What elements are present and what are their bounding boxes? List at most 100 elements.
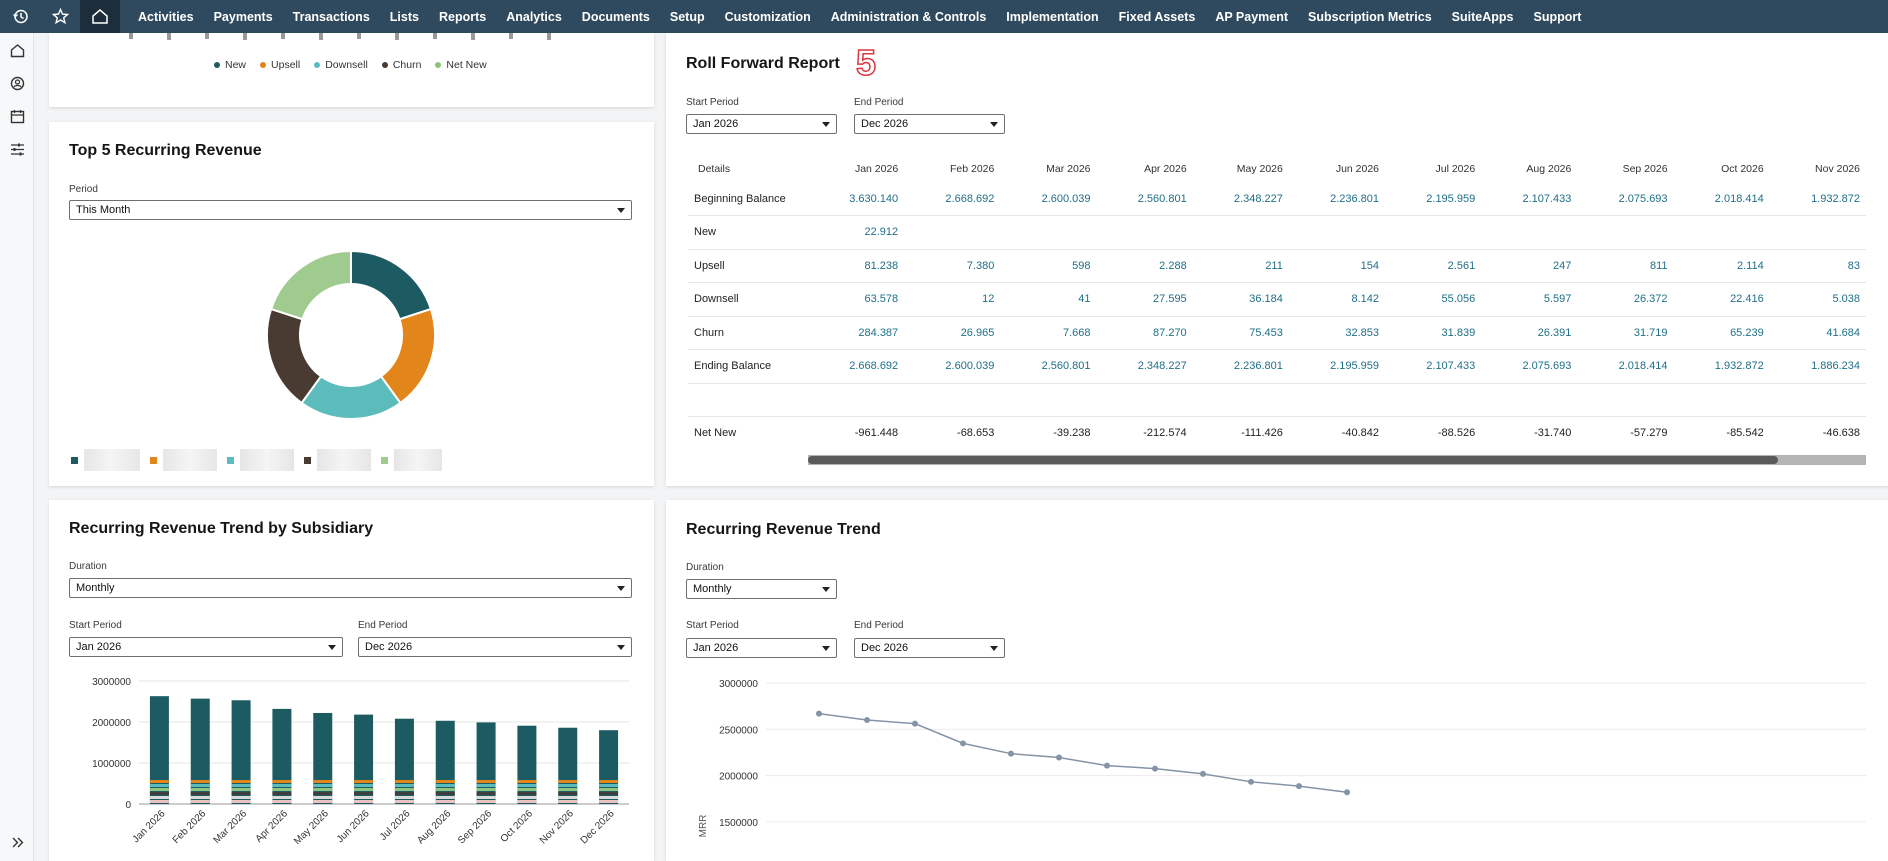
donut-slice[interactable] <box>350 249 433 321</box>
data-point[interactable] <box>1200 770 1206 777</box>
duration-select[interactable]: Monthly <box>686 579 837 599</box>
bar[interactable] <box>149 696 169 804</box>
table-cell[interactable]: 7.668 <box>1000 316 1097 350</box>
table-cell[interactable]: 2.600.039 <box>1000 182 1097 216</box>
table-cell[interactable]: 2.114 <box>1673 249 1770 283</box>
nav-item-administration-controls[interactable]: Administration & Controls <box>830 9 987 24</box>
nav-item-documents[interactable]: Documents <box>581 9 650 24</box>
table-cell[interactable]: 32.853 <box>1288 316 1386 350</box>
table-cell[interactable]: 2.348.227 <box>1192 182 1289 216</box>
horizontal-scrollbar[interactable] <box>808 455 1866 465</box>
table-cell[interactable]: 2.560.801 <box>1096 182 1193 216</box>
table-cell[interactable]: 5.038 <box>1769 282 1866 317</box>
donut-slice[interactable] <box>269 249 352 321</box>
table-cell[interactable]: 1.932.872 <box>1769 182 1866 216</box>
table-cell[interactable]: 41.684 <box>1769 316 1866 350</box>
data-point[interactable] <box>912 720 918 727</box>
legend-item-upsell[interactable]: Upsell <box>260 59 300 71</box>
table-cell[interactable]: 2.075.693 <box>1577 182 1674 216</box>
nav-item-lists[interactable]: Lists <box>389 9 419 24</box>
table-cell[interactable]: 2.348.227 <box>1096 349 1193 384</box>
end-period-select[interactable]: Dec 2026 <box>854 114 1005 134</box>
table-cell[interactable]: 2.107.433 <box>1385 349 1482 384</box>
table-cell[interactable]: 65.239 <box>1673 316 1770 350</box>
table-cell[interactable]: 284.387 <box>808 316 905 350</box>
data-point[interactable] <box>1296 783 1302 790</box>
nav-item-transactions[interactable]: Transactions <box>292 9 370 24</box>
table-cell[interactable]: 41 <box>1000 282 1097 317</box>
data-point[interactable] <box>1008 750 1014 757</box>
bar[interactable] <box>190 698 210 804</box>
legend-item-churn[interactable]: Churn <box>381 59 421 71</box>
table-cell[interactable]: 26.965 <box>904 316 1001 350</box>
start-period-select[interactable]: Jan 2026 <box>686 114 837 134</box>
table-cell[interactable]: 2.107.433 <box>1481 182 1578 216</box>
nav-item-implementation[interactable]: Implementation <box>1006 9 1099 24</box>
table-cell[interactable]: 81.238 <box>808 249 905 283</box>
nav-item-customization[interactable]: Customization <box>724 9 811 24</box>
start-period-select[interactable]: Jan 2026 <box>686 638 837 658</box>
table-cell[interactable]: 87.270 <box>1096 316 1193 350</box>
duration-select[interactable]: Monthly <box>69 578 632 598</box>
table-cell[interactable]: 2.236.801 <box>1192 349 1289 384</box>
table-cell[interactable]: 12 <box>904 282 1001 317</box>
table-cell[interactable]: 8.142 <box>1288 282 1386 317</box>
start-period-select[interactable]: Jan 2026 <box>69 637 343 657</box>
home-icon[interactable] <box>80 0 120 33</box>
table-cell[interactable]: 1.886.234 <box>1769 349 1866 384</box>
table-cell[interactable]: 22.416 <box>1673 282 1770 317</box>
nav-item-fixed-assets[interactable]: Fixed Assets <box>1118 9 1196 24</box>
table-cell[interactable]: 5.597 <box>1481 282 1578 317</box>
calendar-icon[interactable] <box>9 108 26 125</box>
home-icon[interactable] <box>9 42 26 59</box>
expand-icon[interactable] <box>9 834 26 851</box>
table-cell[interactable]: 83 <box>1769 249 1866 283</box>
history-icon[interactable] <box>0 0 40 33</box>
table-cell[interactable]: 598 <box>1000 249 1097 283</box>
nav-item-ap-payment[interactable]: AP Payment <box>1215 9 1289 24</box>
data-point[interactable] <box>960 740 966 747</box>
nav-item-activities[interactable]: Activities <box>138 9 194 24</box>
scrollbar-thumb[interactable] <box>808 456 1778 464</box>
table-cell[interactable]: 26.391 <box>1481 316 1578 350</box>
period-select[interactable]: This Month <box>69 200 632 220</box>
table-cell[interactable]: 2.236.801 <box>1288 182 1386 216</box>
data-point[interactable] <box>1152 765 1158 772</box>
nav-item-suiteapps[interactable]: SuiteApps <box>1451 9 1514 24</box>
data-point[interactable] <box>864 717 870 724</box>
table-cell[interactable]: 36.184 <box>1192 282 1289 317</box>
table-cell[interactable]: 1.932.872 <box>1673 349 1770 384</box>
table-cell[interactable]: 2.600.039 <box>904 349 1001 384</box>
table-cell[interactable]: 2.018.414 <box>1577 349 1674 384</box>
table-cell[interactable]: 26.372 <box>1577 282 1674 317</box>
nav-item-reports[interactable]: Reports <box>438 9 487 24</box>
data-point[interactable] <box>816 710 822 717</box>
table-cell[interactable]: 31.839 <box>1385 316 1482 350</box>
nav-item-setup[interactable]: Setup <box>669 9 705 24</box>
table-cell[interactable]: 27.595 <box>1096 282 1193 317</box>
table-cell[interactable]: 2.195.959 <box>1385 182 1482 216</box>
data-point[interactable] <box>1248 778 1254 785</box>
legend-item-downsell[interactable]: Downsell <box>314 59 368 71</box>
table-cell[interactable]: 154 <box>1288 249 1386 283</box>
table-cell[interactable]: 2.288 <box>1096 249 1193 283</box>
table-cell[interactable]: 2.195.959 <box>1288 349 1386 384</box>
table-cell[interactable]: 2.560.801 <box>1000 349 1097 384</box>
nav-item-support[interactable]: Support <box>1533 9 1582 24</box>
data-point[interactable] <box>1344 789 1350 796</box>
table-cell[interactable]: 811 <box>1577 249 1674 283</box>
nav-item-subscription-metrics[interactable]: Subscription Metrics <box>1308 9 1432 24</box>
legend-item-new[interactable]: New <box>214 59 246 71</box>
sliders-icon[interactable] <box>9 141 26 158</box>
nav-item-analytics[interactable]: Analytics <box>506 9 562 24</box>
bar[interactable] <box>476 722 496 804</box>
table-cell[interactable]: 75.453 <box>1192 316 1289 350</box>
table-cell[interactable]: 247 <box>1481 249 1578 283</box>
bar[interactable] <box>435 720 455 804</box>
table-cell[interactable]: 2.018.414 <box>1673 182 1770 216</box>
table-cell[interactable]: 31.719 <box>1577 316 1674 350</box>
table-cell[interactable]: 2.075.693 <box>1481 349 1578 384</box>
end-period-select[interactable]: Dec 2026 <box>854 638 1005 658</box>
table-cell[interactable]: 211 <box>1192 249 1289 283</box>
donut-slice[interactable] <box>266 307 323 405</box>
